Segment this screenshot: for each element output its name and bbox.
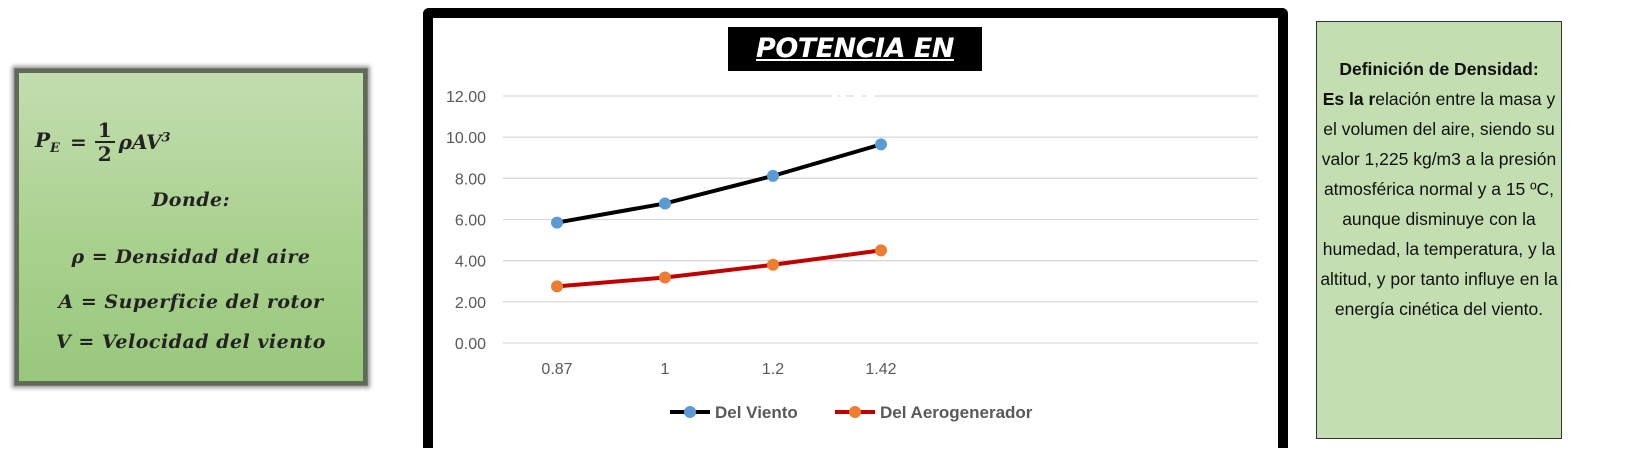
- series-line: [555, 248, 883, 289]
- formula-panel: PE = 1 2 ρAV3 Donde: ρ = Densidad del ai…: [14, 68, 368, 386]
- y-tick-label: 10.00: [446, 130, 486, 147]
- fraction-numerator: 1: [94, 119, 115, 143]
- definition-heading: Definición de Densidad:: [1339, 59, 1539, 79]
- y-tick-label: 8.00: [455, 171, 486, 188]
- fraction-denominator: 2: [97, 142, 112, 166]
- density-definition-panel: Definición de Densidad: Es la relación e…: [1316, 21, 1562, 439]
- x-tick-label: 1.42: [865, 361, 896, 378]
- area-definition: A = Superficie del rotor: [58, 291, 324, 313]
- where-label: Donde:: [151, 189, 231, 211]
- data-point: [767, 258, 779, 271]
- y-tick-label: 6.00: [455, 213, 486, 230]
- y-tick-label: 0.00: [455, 336, 486, 353]
- power-formula: PE = 1 2 ρAV3: [35, 119, 171, 165]
- series-line: [555, 142, 883, 225]
- data-point: [551, 280, 563, 293]
- y-tick-label: 2.00: [455, 295, 486, 312]
- data-point: [767, 169, 779, 182]
- formula-fraction: 1 2: [94, 119, 115, 166]
- data-point: [551, 216, 563, 229]
- data-point: [659, 197, 671, 210]
- formula-equals: =: [69, 130, 87, 154]
- legend-marker: [849, 406, 861, 418]
- x-tick-label: 1: [661, 361, 670, 378]
- x-tick-label: 1.2: [762, 361, 784, 378]
- rho-definition: ρ = Densidad del aire: [71, 246, 311, 268]
- definition-body: elación entre la masa y el volumen del a…: [1320, 89, 1558, 319]
- data-point: [875, 244, 887, 257]
- y-tick-label: 12.00: [446, 89, 486, 106]
- legend-marker: [684, 406, 696, 418]
- legend-label: Del Viento: [715, 403, 798, 422]
- formula-lhs: PE: [35, 128, 60, 156]
- chart-title: POTENCIA EN KW: [728, 27, 982, 108]
- x-tick-label: 0.87: [541, 361, 572, 378]
- data-point: [659, 271, 671, 284]
- chart-frame: [423, 8, 1288, 448]
- velocity-definition: V = Velocidad del viento: [56, 331, 326, 353]
- y-tick-label: 4.00: [455, 254, 486, 271]
- definition-lead: Es la r: [1322, 89, 1376, 109]
- formula-rhs: ρAV3: [118, 130, 171, 154]
- legend-label: Del Aerogenerador: [880, 403, 1033, 422]
- data-point: [875, 138, 887, 151]
